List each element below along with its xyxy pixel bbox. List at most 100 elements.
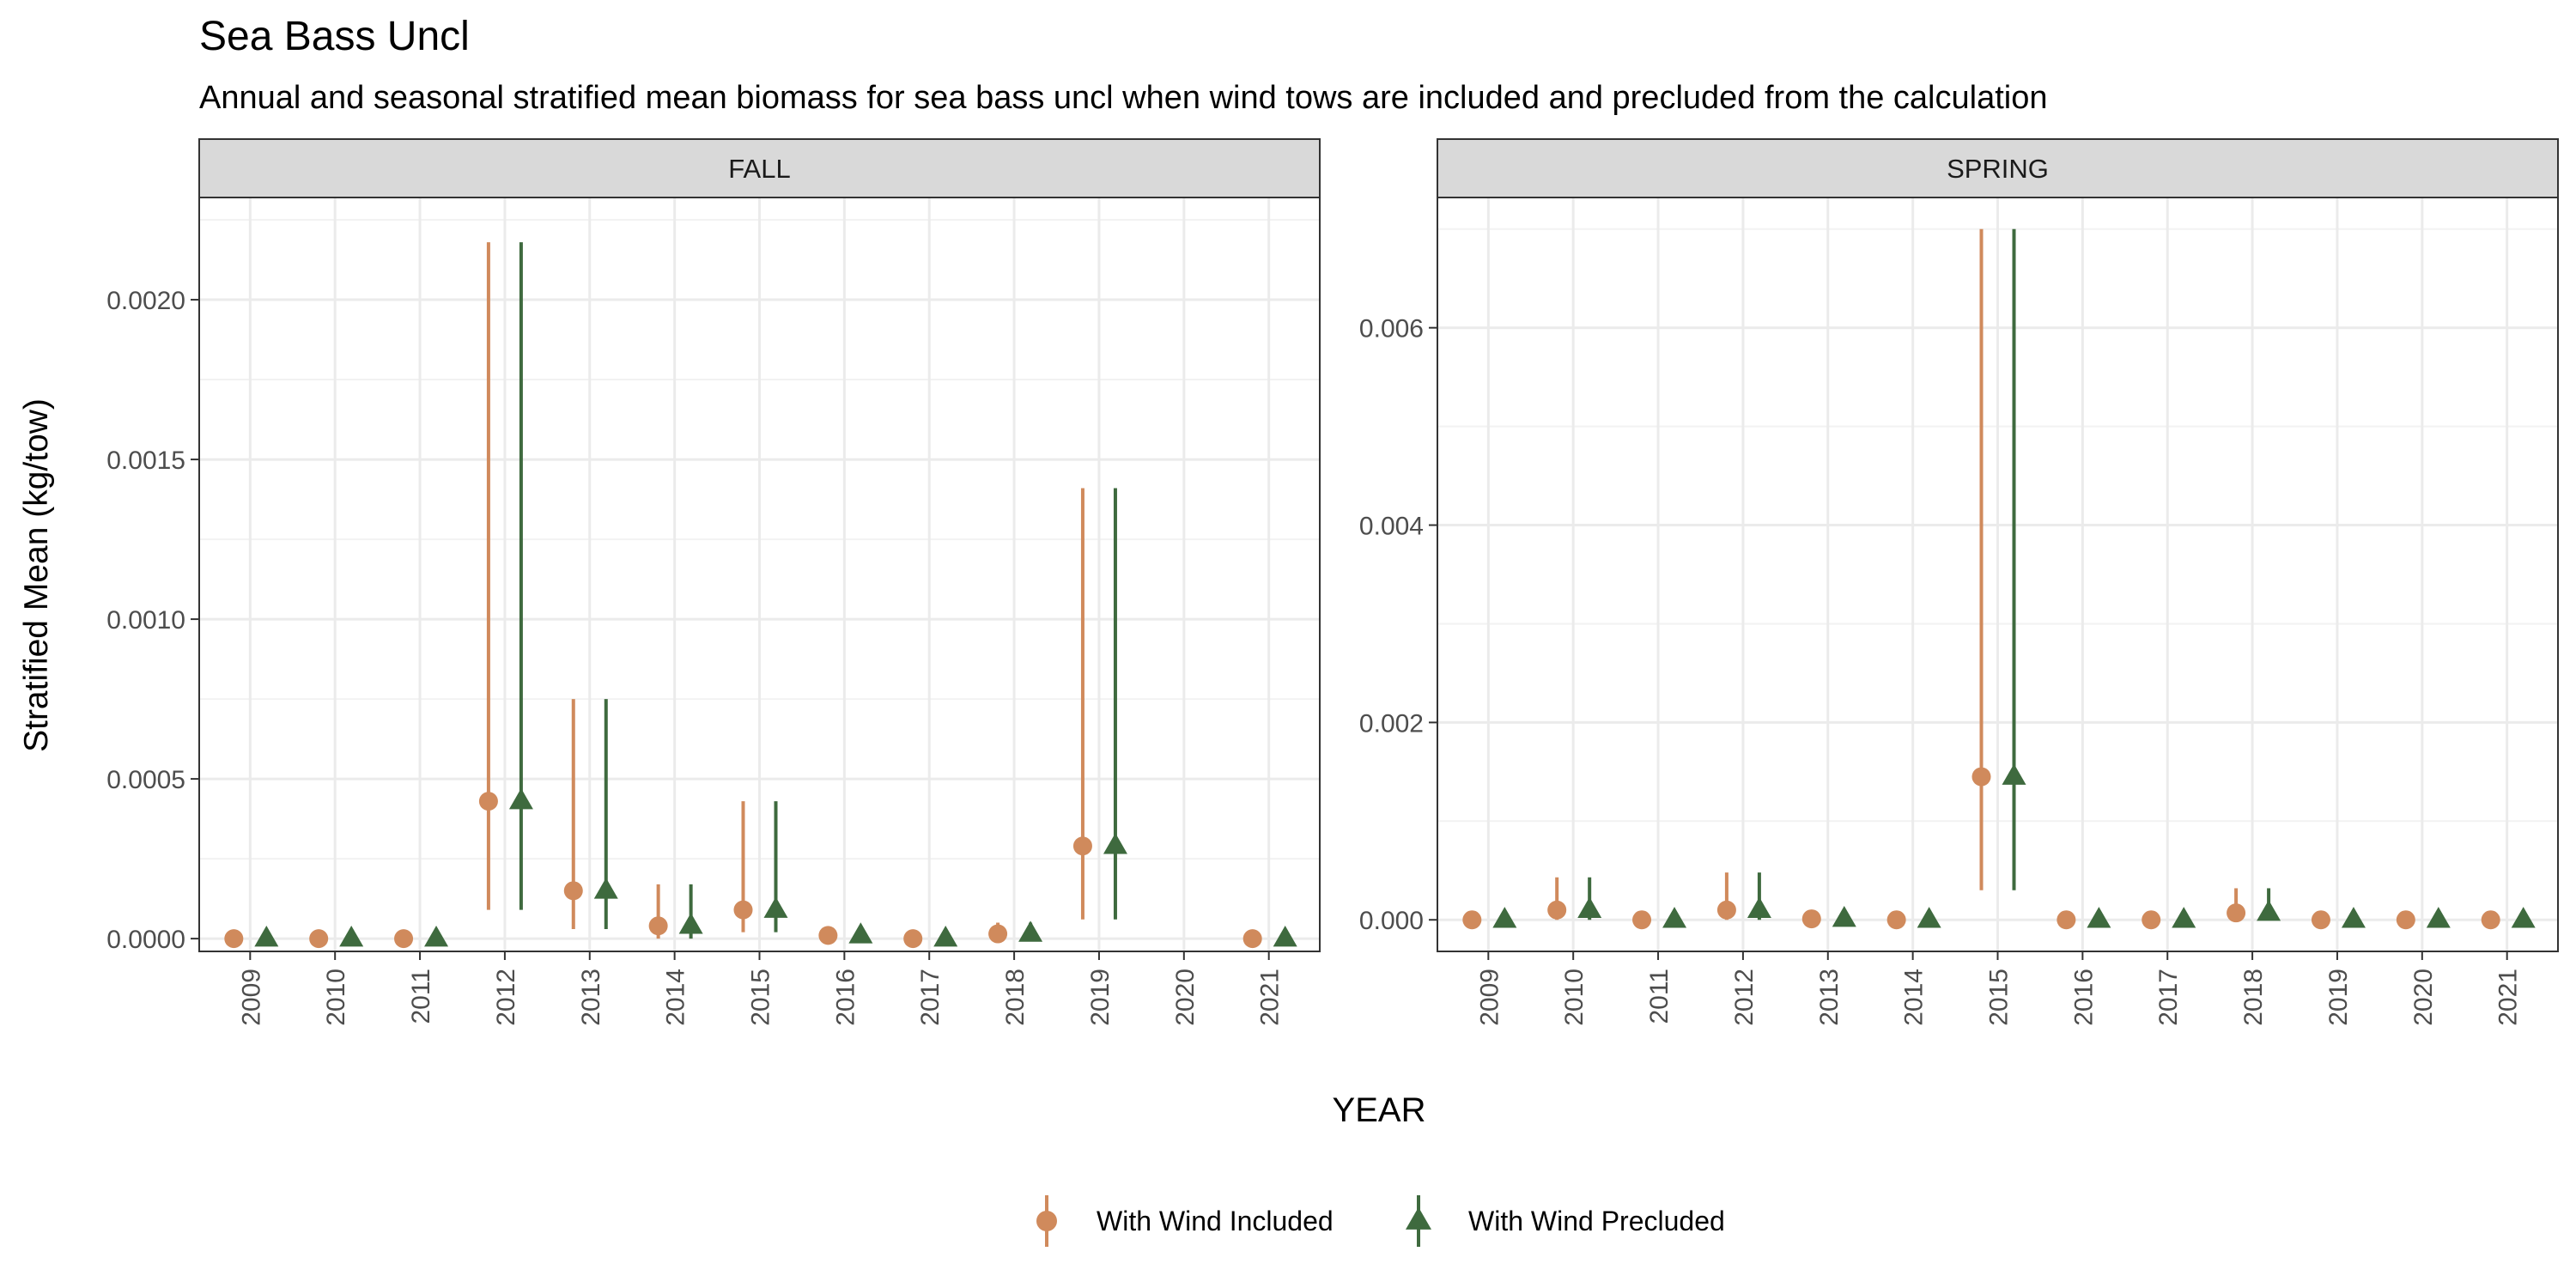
point-precluded <box>678 913 703 934</box>
point-included <box>224 929 244 949</box>
point-precluded <box>593 878 618 899</box>
x-axis-label: YEAR <box>1333 1091 1426 1129</box>
point-included <box>2227 903 2246 923</box>
facet-strip <box>198 138 1321 198</box>
x-tick-label: 2020 <box>2409 969 2438 1026</box>
point-precluded <box>1492 907 1517 928</box>
legend-label: With Wind Included <box>1097 1206 1334 1236</box>
x-tick-label: 2018 <box>1001 969 1030 1026</box>
point-included <box>2142 910 2161 930</box>
x-tick-label: 2016 <box>831 969 860 1026</box>
point-precluded <box>2426 907 2451 928</box>
point-included <box>1462 910 1482 930</box>
facet-strip-label: SPRING <box>1947 154 2049 184</box>
point-included <box>2057 910 2076 930</box>
y-tick-label: 0.0000 <box>106 926 185 954</box>
chart-title: Sea Bass Uncl <box>199 14 470 59</box>
point-precluded <box>933 926 958 947</box>
legend-label: With Wind Precluded <box>1468 1206 1725 1236</box>
y-tick-label: 0.0015 <box>106 447 185 475</box>
x-tick-label: 2009 <box>1475 969 1504 1026</box>
y-axis-label: Stratified Mean (kg/tow) <box>18 398 55 752</box>
point-included <box>2396 910 2415 930</box>
legend-item-precluded: With Wind Precluded <box>1406 1195 1725 1247</box>
y-tick-label: 0.004 <box>1359 513 1424 541</box>
x-tick-label: 2014 <box>1900 969 1929 1026</box>
chart-subtitle: Annual and seasonal stratified mean biom… <box>199 80 2047 116</box>
x-tick-label: 2012 <box>1730 969 1759 1026</box>
point-included <box>1971 767 1991 787</box>
x-tick-label: 2018 <box>2239 969 2268 1026</box>
point-included <box>1242 929 1262 949</box>
y-tick-label: 0.002 <box>1359 709 1424 738</box>
x-tick-label: 2014 <box>662 969 690 1026</box>
x-tick-label: 2017 <box>916 969 945 1026</box>
x-tick-label: 2009 <box>237 969 265 1026</box>
point-precluded <box>848 922 873 944</box>
point-precluded <box>254 926 279 947</box>
point-included <box>2311 910 2330 930</box>
point-precluded <box>508 788 533 810</box>
x-tick-label: 2017 <box>2154 969 2183 1026</box>
x-tick-label: 2015 <box>747 969 775 1026</box>
point-included <box>1886 910 1906 930</box>
point-precluded <box>1273 926 1297 947</box>
x-tick-label: 2015 <box>1985 969 2014 1026</box>
point-included <box>733 900 753 920</box>
x-tick-label: 2010 <box>322 969 350 1026</box>
point-precluded <box>1747 896 1771 918</box>
y-tick-label: 0.006 <box>1359 315 1424 343</box>
point-precluded <box>1917 907 1941 928</box>
facet-strip-label: FALL <box>728 154 790 184</box>
legend-key-circle <box>1036 1211 1057 1231</box>
x-tick-label: 2013 <box>577 969 605 1026</box>
y-tick-label: 0.000 <box>1359 907 1424 935</box>
point-included <box>988 924 1008 944</box>
point-precluded <box>1103 833 1127 854</box>
x-tick-label: 2010 <box>1560 969 1589 1026</box>
x-tick-label: 2012 <box>492 969 520 1026</box>
point-precluded <box>2257 900 2281 921</box>
point-included <box>903 929 923 949</box>
point-included <box>648 916 668 936</box>
point-precluded <box>424 926 449 947</box>
point-included <box>563 881 583 901</box>
y-tick-label: 0.0010 <box>106 606 185 635</box>
point-precluded <box>1832 905 1856 927</box>
point-included <box>1547 900 1567 920</box>
x-tick-label: 2011 <box>407 969 435 1024</box>
facet-panel-spring: 0.000 0.002 0.004 0.006 2009 2010 2011 2012 2013… <box>1359 138 2559 1026</box>
facet-panel-fall: 0.0000 0.0005 0.0010 0.0015 0.0020 2009 2010 20… <box>106 138 1321 1026</box>
point-included <box>309 929 329 949</box>
x-tick-label: 2013 <box>1815 969 1844 1026</box>
x-tick-label: 2020 <box>1171 969 1200 1026</box>
point-precluded <box>2087 907 2111 928</box>
legend: With Wind Included With Wind Precluded <box>1036 1195 1725 1247</box>
x-tick-label: 2019 <box>1086 969 1115 1026</box>
point-included <box>1801 909 1821 929</box>
point-precluded <box>2511 907 2536 928</box>
point-precluded <box>2002 763 2026 785</box>
point-included <box>2481 910 2500 930</box>
legend-key-triangle <box>1406 1206 1431 1230</box>
point-precluded <box>1662 907 1687 928</box>
point-precluded <box>2341 907 2366 928</box>
facet-strip <box>1437 138 2559 198</box>
legend-item-included: With Wind Included <box>1036 1195 1334 1247</box>
facet-panels: 0.0000 0.0005 0.0010 0.0015 0.0020 2009 2010 20… <box>106 138 2559 1026</box>
point-precluded <box>1577 896 1602 918</box>
y-tick-label: 0.0020 <box>106 287 185 315</box>
point-included <box>1716 900 1736 920</box>
y-tick-label: 0.0005 <box>106 766 185 794</box>
point-included <box>1072 836 1092 856</box>
point-precluded <box>2172 907 2196 928</box>
x-tick-label: 2016 <box>2069 969 2098 1026</box>
point-included <box>478 792 498 811</box>
point-precluded <box>339 926 364 947</box>
point-included <box>1632 910 1652 930</box>
x-tick-label: 2011 <box>1645 969 1674 1024</box>
x-tick-label: 2021 <box>2494 969 2523 1026</box>
x-tick-label: 2019 <box>2324 969 2353 1026</box>
x-tick-label: 2021 <box>1256 969 1285 1026</box>
